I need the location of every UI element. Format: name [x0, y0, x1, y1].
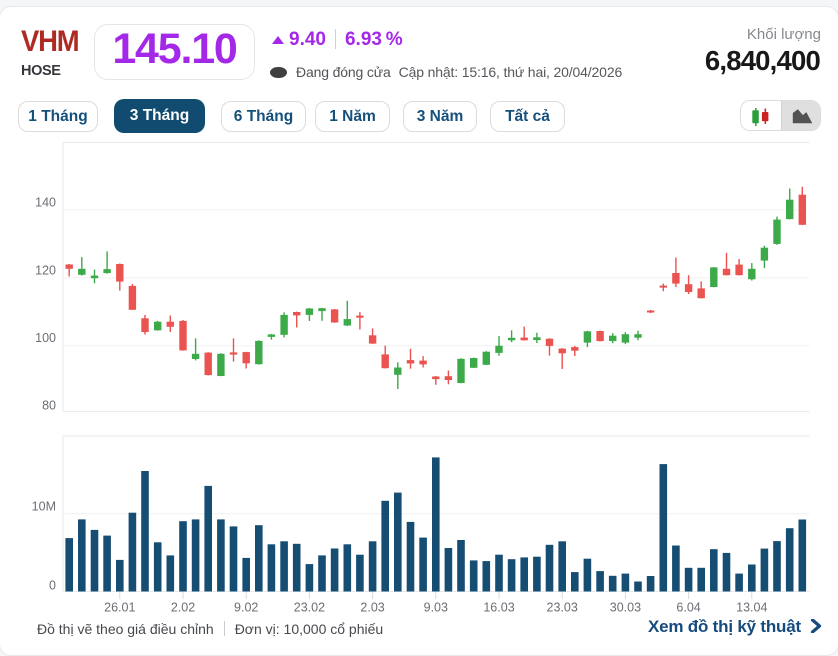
- svg-text:100: 100: [35, 331, 56, 345]
- svg-text:23.03: 23.03: [547, 601, 578, 615]
- svg-text:9.02: 9.02: [234, 601, 258, 615]
- svg-text:2.03: 2.03: [360, 601, 384, 615]
- svg-text:2.02: 2.02: [171, 601, 195, 615]
- svg-text:80: 80: [42, 399, 56, 413]
- svg-text:140: 140: [35, 196, 56, 210]
- svg-text:0: 0: [49, 579, 56, 593]
- svg-text:16.03: 16.03: [483, 601, 514, 615]
- svg-text:6.04: 6.04: [676, 601, 700, 615]
- svg-text:30.03: 30.03: [610, 601, 641, 615]
- svg-text:13.04: 13.04: [736, 601, 767, 615]
- svg-text:9.03: 9.03: [424, 601, 448, 615]
- svg-text:23.02: 23.02: [294, 601, 325, 615]
- svg-text:120: 120: [35, 263, 56, 277]
- svg-text:10M: 10M: [32, 500, 56, 514]
- svg-text:26.01: 26.01: [104, 601, 135, 615]
